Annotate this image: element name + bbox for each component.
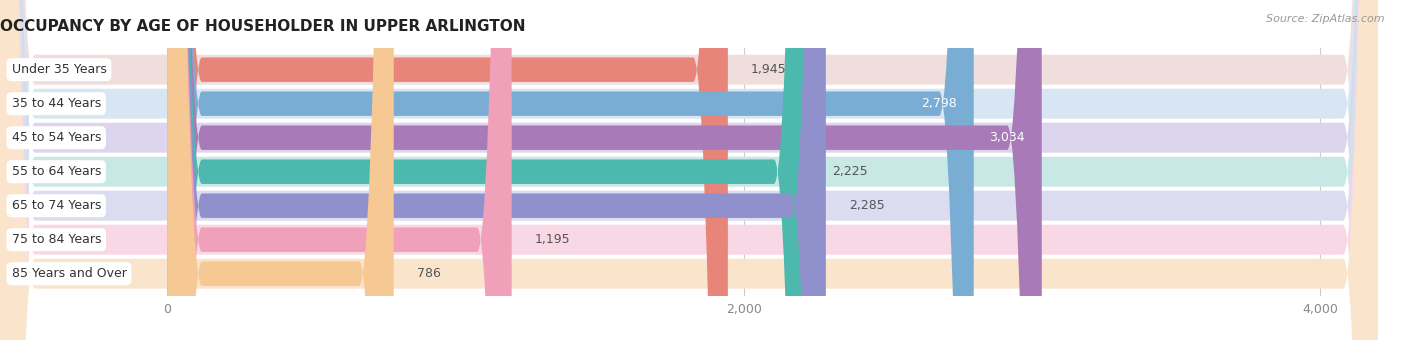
FancyBboxPatch shape	[167, 0, 394, 340]
FancyBboxPatch shape	[167, 0, 1042, 340]
Text: 85 Years and Over: 85 Years and Over	[11, 267, 127, 280]
Text: 2,285: 2,285	[849, 199, 884, 212]
Text: Source: ZipAtlas.com: Source: ZipAtlas.com	[1267, 14, 1385, 23]
Text: 1,195: 1,195	[534, 233, 571, 246]
Text: 65 to 74 Years: 65 to 74 Years	[11, 199, 101, 212]
Text: OCCUPANCY BY AGE OF HOUSEHOLDER IN UPPER ARLINGTON: OCCUPANCY BY AGE OF HOUSEHOLDER IN UPPER…	[0, 19, 526, 34]
FancyBboxPatch shape	[167, 0, 808, 340]
FancyBboxPatch shape	[167, 0, 728, 340]
FancyBboxPatch shape	[167, 0, 825, 340]
Text: 1,945: 1,945	[751, 63, 786, 76]
Text: 786: 786	[416, 267, 440, 280]
Text: 55 to 64 Years: 55 to 64 Years	[11, 165, 101, 178]
FancyBboxPatch shape	[167, 0, 512, 340]
FancyBboxPatch shape	[167, 0, 974, 340]
Text: 2,225: 2,225	[831, 165, 868, 178]
Text: 2,798: 2,798	[921, 97, 956, 110]
Text: 75 to 84 Years: 75 to 84 Years	[11, 233, 101, 246]
Text: Under 35 Years: Under 35 Years	[11, 63, 107, 76]
Text: 35 to 44 Years: 35 to 44 Years	[11, 97, 101, 110]
Text: 3,034: 3,034	[988, 131, 1025, 144]
Text: 45 to 54 Years: 45 to 54 Years	[11, 131, 101, 144]
